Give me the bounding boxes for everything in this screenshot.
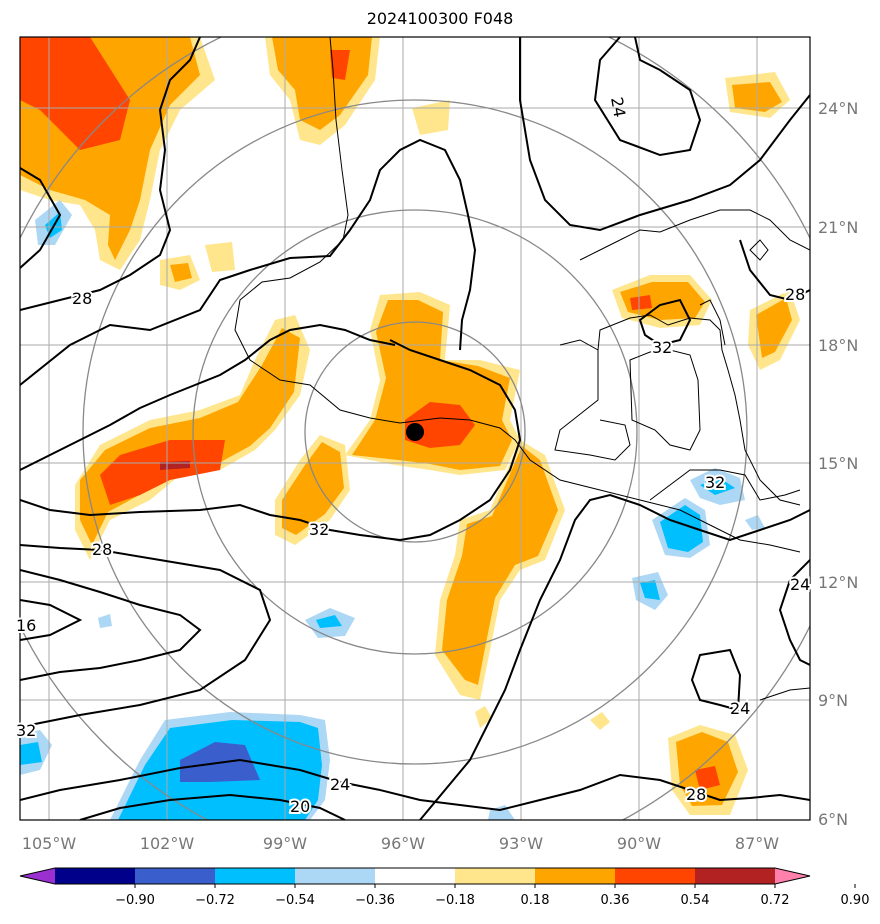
coastlines xyxy=(234,37,810,701)
contour-label: 28 xyxy=(92,540,112,559)
colorbar-tick-label: −0.90 xyxy=(115,893,155,908)
lon-tick: 99°W xyxy=(263,834,307,853)
storm-center-marker xyxy=(406,423,424,441)
colorbar-segment xyxy=(295,868,376,884)
contour-label: 32 xyxy=(705,473,725,492)
colorbar-segment xyxy=(135,868,216,884)
colorbar-tick-label: −0.72 xyxy=(195,893,235,908)
contour-labels: 24 28 32 28 16 32 24 20 28 32 28 24 24 3… xyxy=(14,95,812,818)
isoline-contours xyxy=(20,37,810,820)
colorbar-segment xyxy=(55,868,136,884)
lat-tick-labels: 24°N 21°N 18°N 15°N 12°N 9°N 6°N xyxy=(818,99,858,829)
colorbar-tick-label: −0.54 xyxy=(275,893,315,908)
contour-label: 24 xyxy=(790,575,810,594)
lat-tick: 21°N xyxy=(818,218,858,237)
lon-tick: 90°W xyxy=(617,834,661,853)
colorbar-extend-min xyxy=(20,868,55,884)
lat-tick: 9°N xyxy=(818,691,848,710)
lon-tick: 105°W xyxy=(22,834,77,853)
lat-tick: 6°N xyxy=(818,810,848,829)
contour-label: 28 xyxy=(785,285,805,304)
lon-tick-labels: 105°W 102°W 99°W 96°W 93°W 90°W 87°W xyxy=(22,834,779,853)
lon-tick: 87°W xyxy=(735,834,779,853)
graticule xyxy=(20,37,810,820)
colorbar-extend-max xyxy=(775,868,810,884)
lon-tick: 96°W xyxy=(381,834,425,853)
lat-tick: 18°N xyxy=(818,336,858,355)
map-title: 2024100300 F048 xyxy=(366,9,514,28)
colorbar-tick-label: 0.72 xyxy=(761,893,790,908)
colorbar: −0.90 −0.72 −0.54 −0.36 −0.18 0.18 0.36 0.54 0.7… xyxy=(19,867,870,908)
lon-tick: 93°W xyxy=(499,834,543,853)
lat-tick: 12°N xyxy=(818,573,858,592)
lon-tick: 102°W xyxy=(140,834,195,853)
colorbar-segment xyxy=(535,868,616,884)
contour-label: 32 xyxy=(16,721,36,740)
colorbar-segment xyxy=(215,868,296,884)
contour-label: 24 xyxy=(607,95,629,118)
map-frame xyxy=(19,36,811,821)
colorbar-segment xyxy=(455,868,536,884)
map-plot-area xyxy=(20,37,810,820)
colorbar-tick-label: 0.36 xyxy=(601,893,630,908)
contour-label: 32 xyxy=(309,520,329,539)
contour-label: 28 xyxy=(686,785,706,804)
contour-label: 24 xyxy=(330,775,350,794)
colorbar-tick-label: −0.18 xyxy=(435,893,475,908)
lat-tick: 15°N xyxy=(818,454,858,473)
colorbar-tick-label: 0.54 xyxy=(681,893,710,908)
contour-label: 24 xyxy=(730,699,750,718)
colorbar-segment xyxy=(375,868,456,884)
positive-anomaly-shading xyxy=(20,37,800,815)
contour-label: 28 xyxy=(72,289,92,308)
colorbar-tick-label: 0.18 xyxy=(521,893,550,908)
contour-label: 16 xyxy=(16,616,36,635)
contour-label: 32 xyxy=(652,338,672,357)
range-rings xyxy=(20,37,810,820)
colorbar-tick-label: −0.36 xyxy=(355,893,395,908)
colorbar-segment xyxy=(615,868,696,884)
colorbar-outline xyxy=(19,867,811,885)
colorbar-tick-label: 0.90 xyxy=(841,893,870,908)
contour-label: 20 xyxy=(290,797,310,816)
colorbar-segment xyxy=(695,868,776,884)
lat-tick: 24°N xyxy=(818,99,858,118)
